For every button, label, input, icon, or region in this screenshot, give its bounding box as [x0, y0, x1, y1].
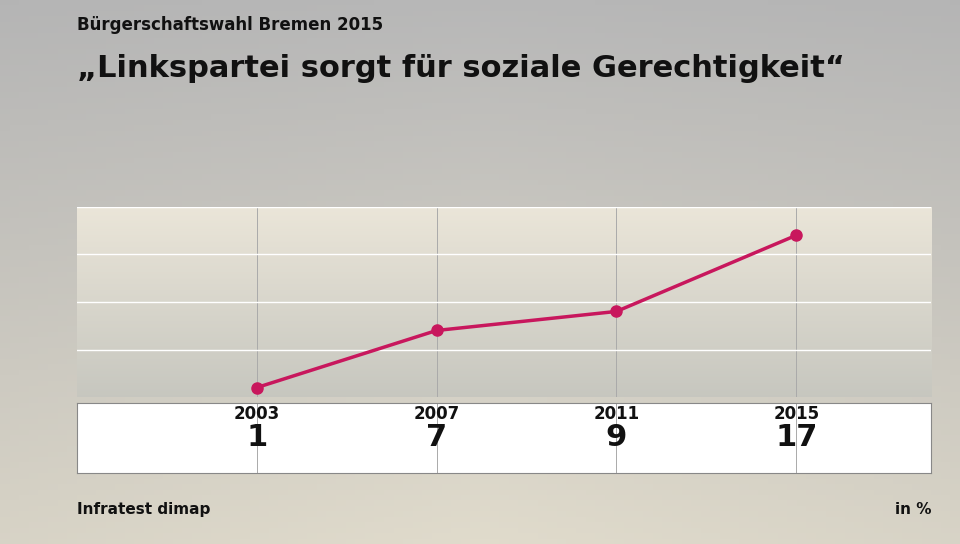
Text: 1: 1 [246, 423, 267, 453]
Text: 9: 9 [606, 423, 627, 453]
Text: „Linkspartei sorgt für soziale Gerechtigkeit“: „Linkspartei sorgt für soziale Gerechtig… [77, 54, 845, 83]
Text: in %: in % [895, 502, 931, 517]
Text: Bürgerschaftswahl Bremen 2015: Bürgerschaftswahl Bremen 2015 [77, 16, 383, 34]
Text: 7: 7 [426, 423, 447, 453]
Text: 17: 17 [775, 423, 818, 453]
Text: Infratest dimap: Infratest dimap [77, 502, 210, 517]
